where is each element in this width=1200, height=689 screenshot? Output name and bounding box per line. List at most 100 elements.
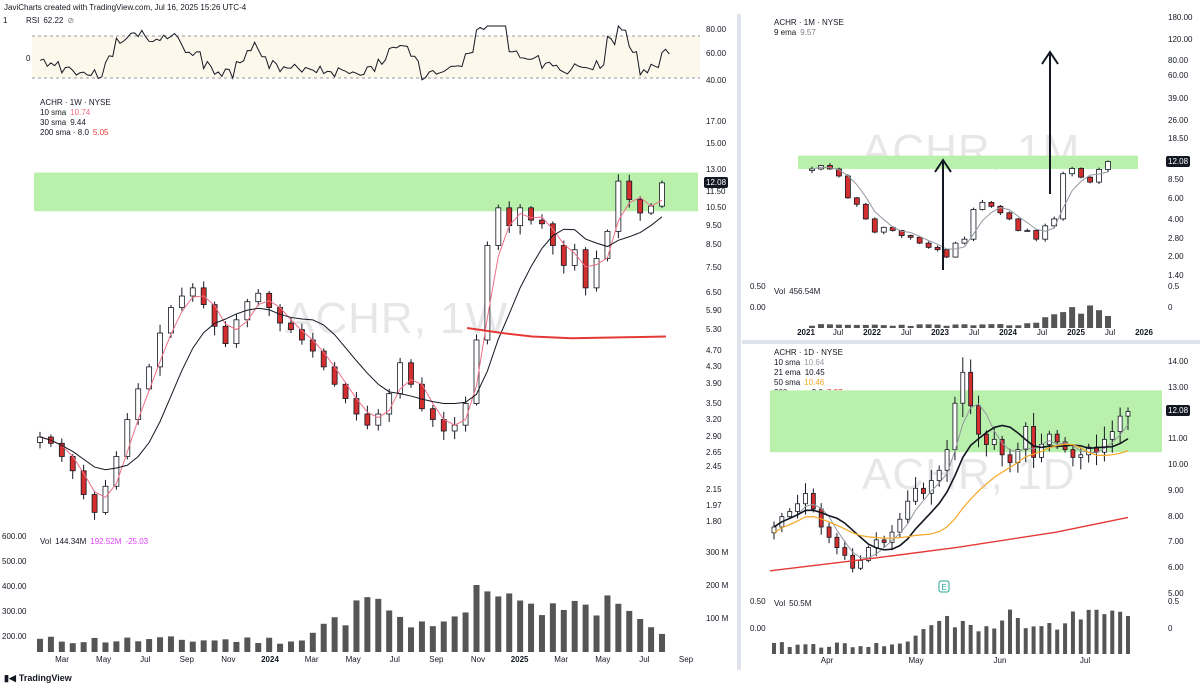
monthly-price-tick: 26.00 — [1168, 115, 1189, 125]
weekly-volume-bar — [353, 600, 360, 652]
vertical-divider[interactable] — [737, 14, 741, 670]
daily-time-label: Jun — [993, 656, 1007, 665]
daily-watermark: ACHR, 1D — [862, 450, 1076, 499]
weekly-price-tick: 17.00 — [706, 117, 727, 126]
weekly-candle — [157, 332, 163, 368]
daily-candle — [810, 493, 816, 510]
monthly-vol-right-2: 0 — [1168, 303, 1173, 312]
weekly-candle — [375, 413, 382, 426]
daily-volume-bar — [937, 620, 942, 654]
weekly-volume-bar — [222, 639, 229, 652]
arrow-up-right-head — [1041, 50, 1059, 65]
tradingview-logo[interactable]: ▮◀ TradingView — [4, 673, 72, 683]
weekly-ind-2: 30 sma 9.44 — [40, 118, 86, 127]
daily-vol-left-1: 0.50 — [750, 597, 766, 606]
monthly-price-tick: 8.50 — [1168, 175, 1184, 185]
weekly-volume-bar — [637, 619, 644, 652]
daily-price-tick: 13.00 — [1168, 382, 1189, 392]
resistance-zone — [34, 172, 698, 212]
horizontal-divider[interactable] — [742, 340, 1200, 344]
monthly-candle — [844, 175, 851, 199]
monthly-candle — [809, 168, 815, 171]
weekly-volume-bar — [277, 643, 284, 652]
weekly-volume-bar — [593, 615, 600, 652]
weekly-volume-bar — [604, 595, 611, 652]
monthly-candle — [880, 226, 887, 233]
daily-volume-bar — [1110, 610, 1115, 654]
rsi-plot — [32, 24, 700, 81]
monthly-price-tick: 6.00 — [1168, 193, 1184, 203]
daily-sma-50-line — [773, 443, 1129, 539]
weekly-volume-bar — [528, 603, 535, 652]
monthly-candle — [1033, 230, 1040, 240]
monthly-volume-bar — [817, 324, 824, 328]
monthly-candle — [988, 201, 995, 207]
weekly-candle — [189, 287, 196, 297]
daily-candle — [1078, 454, 1084, 458]
weekly-time-label: May — [595, 655, 611, 664]
weekly-vol-left-tick: 400.00 — [2, 582, 27, 591]
daily-vol-right-2: 0 — [1168, 624, 1173, 633]
daily-time-axis[interactable]: Apr May Jun Jul — [756, 656, 1162, 668]
weekly-candle — [168, 307, 174, 334]
daily-candle — [795, 503, 800, 512]
weekly-price-tick: 5.90 — [706, 305, 722, 315]
daily-volume-bar — [976, 631, 981, 654]
weekly-time-axis[interactable]: Mar May Jul Sep Nov 2024 Mar May Jul Sep Nov 2025 Ma… — [32, 655, 700, 667]
monthly-price-axis[interactable]: 180.00 120.00 80.00 60.00 39.00 26.00 18.50 12.… — [1166, 13, 1200, 284]
monthly-price-tick: 4.00 — [1168, 215, 1184, 225]
weekly-candle — [386, 393, 393, 415]
monthly-volume-bar — [826, 324, 833, 328]
daily-volume-bar — [992, 628, 997, 654]
weekly-volume-bar — [255, 643, 262, 652]
weekly-price-axis[interactable]: 17.00 15.00 13.00 11.50 10.50 9.50 8.50 7.50 6.5… — [704, 92, 735, 532]
monthly-volume-bar — [889, 325, 896, 328]
daily-price-tick: 5.00 — [1168, 589, 1184, 598]
monthly-ind: 9 ema 9.57 — [774, 28, 816, 37]
monthly-volume-bar — [907, 325, 914, 328]
daily-candle — [999, 438, 1005, 456]
daily-price-plot[interactable]: E — [756, 344, 1162, 596]
daily-price-axis[interactable]: 14.0013.0012.0011.0010.009.008.007.006.0… — [1166, 344, 1200, 598]
monthly-price-tick: 18.50 — [1168, 133, 1189, 143]
monthly-time-axis[interactable]: 2021 Jul 2022 Jul 2023 Jul 2024 Jul 2025 Jul 2026 — [756, 328, 1162, 340]
monthly-candle — [979, 201, 986, 210]
monthly-candle — [925, 242, 932, 248]
monthly-price-plot[interactable] — [756, 14, 1162, 284]
daily-candle — [842, 547, 848, 556]
weekly-candle — [539, 219, 545, 225]
weekly-chart-pane[interactable]: RSI 62.22 ⊘ 1 0 80.00 60.00 40.00 ACHR · 1… — [0, 14, 735, 670]
monthly-volume-bar — [1042, 317, 1049, 328]
daily-volume-bar — [772, 642, 776, 654]
daily-volume-bar — [1031, 626, 1036, 654]
weekly-price-plot[interactable] — [32, 92, 700, 532]
weekly-volume-bar — [484, 591, 491, 652]
daily-volume-bar — [866, 646, 871, 654]
daily-candle — [976, 405, 981, 435]
earnings-badge — [938, 580, 950, 593]
daily-vol-left-2: 0.00 — [750, 624, 766, 633]
weekly-volume-bar — [233, 641, 240, 652]
weekly-time-label: Nov — [470, 655, 486, 664]
daily-chart-pane[interactable]: ACHR · 1D · NYSE 10 sma 10.64 21 ema 10.45… — [742, 344, 1200, 670]
weekly-volume-bar — [298, 640, 305, 652]
rsi-level-60: 60.00 — [706, 49, 727, 58]
daily-candle — [1054, 433, 1060, 443]
monthly-candle — [1105, 161, 1111, 170]
weekly-price-tick: 9.50 — [706, 220, 722, 230]
weekly-candle — [91, 494, 98, 513]
monthly-resistance-zone — [798, 155, 1138, 169]
daily-volume-bar — [960, 620, 965, 654]
weekly-vol-right-tick: 100 M — [706, 614, 729, 623]
monthly-chart-pane[interactable]: ACHR · 1M · NYSE 9 ema 9.57 ACHR, 1M 180.… — [742, 13, 1200, 340]
daily-candle — [1117, 415, 1123, 432]
weekly-time-label: Mar — [304, 655, 319, 664]
weekly-candle — [659, 182, 665, 207]
monthly-volume-bar — [988, 324, 995, 328]
monthly-volume-bar — [943, 325, 950, 328]
daily-volume-bar — [1094, 609, 1099, 654]
weekly-volume-bar — [364, 597, 371, 652]
weekly-volume-bar — [418, 621, 425, 652]
daily-candle — [960, 371, 966, 404]
weekly-time-label: Nov — [221, 655, 236, 664]
